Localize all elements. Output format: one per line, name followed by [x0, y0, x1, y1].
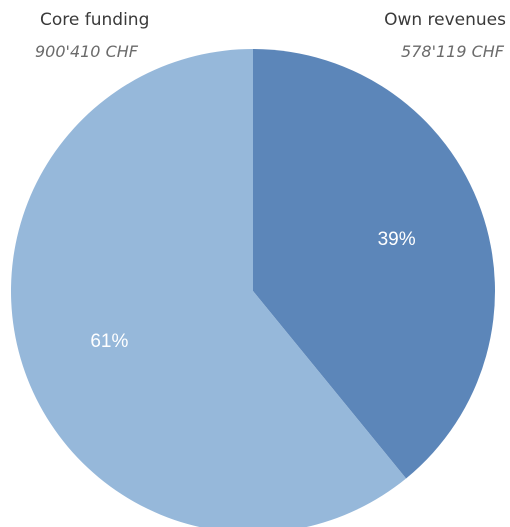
- core-funding-percent-label: 61%: [90, 331, 128, 352]
- core-funding-amount: 900'410 CHF: [35, 42, 138, 61]
- own-revenues-label: Own revenues: [384, 10, 506, 30]
- own-revenues-amount: 578'119 CHF: [401, 42, 504, 61]
- own-revenues-slice: [253, 49, 495, 479]
- core-funding-slice: [11, 49, 407, 527]
- core-funding-label: Core funding: [40, 10, 150, 30]
- own-revenues-percent-label: 39%: [378, 229, 416, 250]
